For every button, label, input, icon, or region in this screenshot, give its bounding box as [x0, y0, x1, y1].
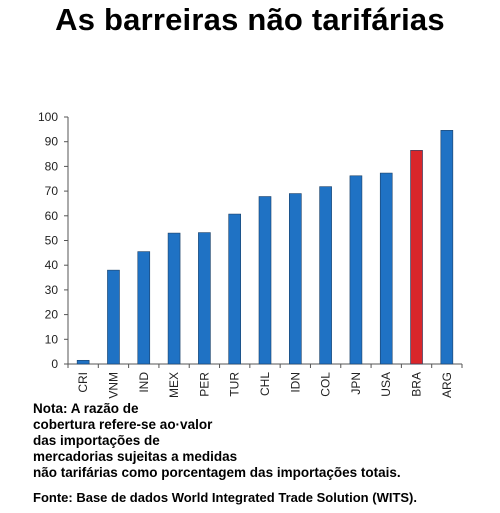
x-tick-label: IDN [288, 372, 302, 393]
x-tick-label: BRA [410, 372, 424, 397]
bar-vnm [107, 269, 120, 365]
bar-chart: 0 10 20 30 40 50 60 70 80 90 100 CRI VNM IND MEX PER TU… [38, 110, 463, 399]
note-line: não tarifárias como porcentagem das impo… [33, 465, 401, 480]
bar-bra [410, 150, 423, 365]
bar-chl [258, 196, 272, 365]
y-tick-label: 60 [45, 209, 59, 223]
bar-idn [289, 193, 302, 365]
bar-arg [440, 130, 454, 365]
chart-source: Fonte: Base de dados World Integrated Tr… [33, 490, 418, 505]
x-tick-label: ARG [440, 372, 454, 398]
bars [76, 130, 454, 365]
x-tick-label: IND [137, 372, 151, 393]
x-tick-label: PER [197, 372, 211, 397]
y-tick-label: 10 [45, 332, 59, 346]
x-tick-label: JPN [349, 372, 363, 395]
y-tick-label: 40 [45, 258, 59, 272]
x-tick-label: TUR [228, 372, 242, 397]
x-tick-label: USA [379, 372, 393, 397]
bar-tur [228, 213, 241, 365]
y-tick-label: 80 [45, 159, 59, 173]
y-tick-label: 70 [45, 184, 59, 198]
bar-per [198, 232, 211, 365]
x-tick-label: COL [319, 372, 333, 397]
bar-usa [379, 172, 393, 365]
page-title: As barreiras não tarifárias [55, 2, 445, 37]
y-axis: 0 10 20 30 40 50 60 70 80 90 100 [38, 110, 69, 371]
y-tick-label: 30 [45, 283, 59, 297]
note-line: das importações de [33, 433, 160, 448]
bar-ind [137, 251, 151, 365]
y-tick-label: 0 [51, 357, 58, 371]
y-tick-label: 90 [45, 135, 59, 149]
x-tick-label: VNM [106, 372, 120, 399]
bar-cri [76, 359, 90, 365]
y-tick-label: 100 [38, 110, 58, 124]
note-line: Nota: A razão de [33, 401, 139, 416]
y-tick-label: 20 [45, 308, 59, 322]
bar-col [319, 186, 332, 365]
chart-note: Nota: A razão de cobertura refere-se ao·… [33, 401, 493, 481]
x-axis: CRI VNM IND MEX PER TUR CHL IDN COL JPN USA BRA ARG [67, 363, 463, 399]
note-line: cobertura refere-se ao·valor [33, 417, 213, 432]
note-line: mercadorias sujeitas a medidas [33, 449, 238, 464]
bar-mex [167, 232, 181, 365]
x-tick-label: MEX [167, 372, 181, 398]
x-tick-label: CHL [258, 372, 272, 396]
bar-jpn [349, 175, 363, 365]
x-tick-label: CRI [76, 372, 90, 393]
y-tick-label: 50 [45, 234, 59, 248]
